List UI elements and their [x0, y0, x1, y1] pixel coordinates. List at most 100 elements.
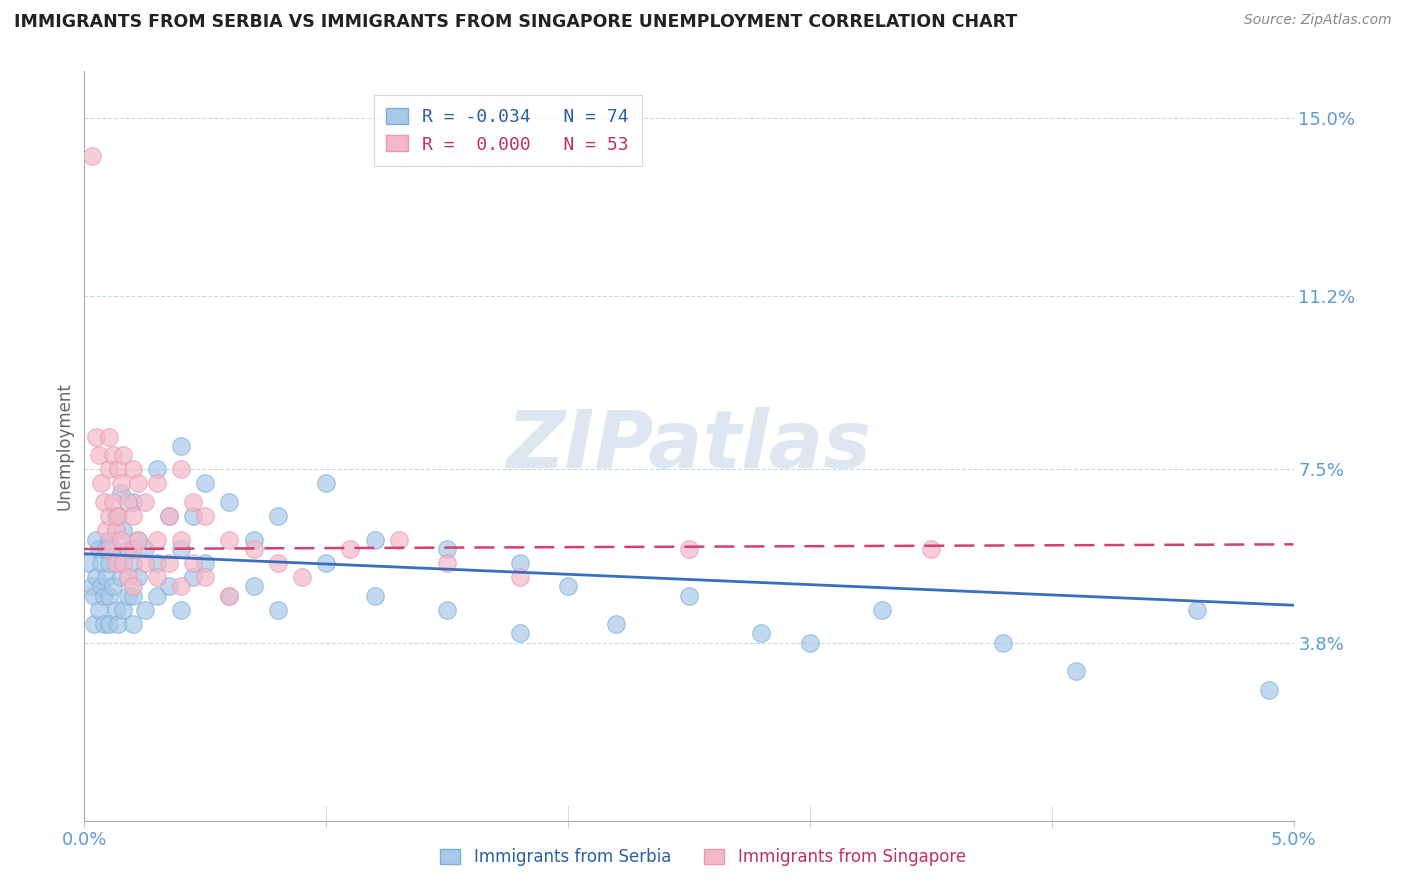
Point: [181, 570, 204, 584]
Point: [97, 462, 120, 476]
Point: [86, 430, 108, 444]
Point: [77, 556, 100, 570]
Point: [509, 570, 531, 584]
Point: [97, 556, 120, 570]
Point: [87, 603, 110, 617]
Point: [267, 603, 290, 617]
Point: [127, 570, 149, 584]
Point: [436, 603, 458, 617]
Point: [157, 509, 180, 524]
Point: [93, 617, 115, 632]
Point: [107, 509, 129, 524]
Point: [146, 476, 169, 491]
Point: [97, 430, 120, 444]
Point: [134, 541, 156, 557]
Point: [218, 533, 240, 547]
Point: [117, 589, 139, 603]
Point: [134, 495, 156, 509]
Point: [97, 589, 120, 603]
Point: [97, 617, 120, 632]
Point: [94, 570, 117, 584]
Point: [291, 570, 314, 584]
Point: [121, 617, 143, 632]
Point: [194, 509, 217, 524]
Point: [127, 476, 149, 491]
Point: [97, 541, 120, 557]
Point: [181, 556, 204, 570]
Point: [181, 509, 204, 524]
Point: [242, 533, 264, 547]
Point: [146, 533, 169, 547]
Point: [104, 556, 127, 570]
Point: [751, 626, 773, 640]
Point: [170, 439, 193, 453]
Text: IMMIGRANTS FROM SERBIA VS IMMIGRANTS FROM SINGAPORE UNEMPLOYMENT CORRELATION CHA: IMMIGRANTS FROM SERBIA VS IMMIGRANTS FRO…: [14, 13, 1018, 31]
Point: [194, 476, 217, 491]
Point: [170, 533, 193, 547]
Point: [112, 523, 135, 537]
Point: [242, 580, 264, 594]
Point: [436, 541, 458, 557]
Point: [86, 570, 108, 584]
Point: [83, 617, 105, 632]
Point: [146, 589, 169, 603]
Point: [157, 556, 180, 570]
Point: [605, 617, 627, 632]
Text: ZIPatlas: ZIPatlas: [506, 407, 872, 485]
Point: [103, 580, 125, 594]
Point: [112, 556, 135, 570]
Point: [218, 589, 240, 603]
Point: [920, 541, 942, 557]
Point: [872, 603, 894, 617]
Point: [509, 626, 531, 640]
Point: [170, 603, 193, 617]
Text: Source: ZipAtlas.com: Source: ZipAtlas.com: [1244, 13, 1392, 28]
Point: [94, 523, 117, 537]
Legend: Immigrants from Serbia, Immigrants from Singapore: Immigrants from Serbia, Immigrants from …: [432, 840, 974, 875]
Point: [107, 617, 129, 632]
Point: [112, 603, 135, 617]
Point: [117, 495, 139, 509]
Point: [121, 580, 143, 594]
Point: [146, 556, 169, 570]
Point: [993, 635, 1015, 649]
Point: [121, 509, 143, 524]
Point: [104, 509, 127, 524]
Point: [218, 495, 240, 509]
Point: [134, 603, 156, 617]
Point: [509, 556, 531, 570]
Point: [80, 580, 103, 594]
Legend: R = -0.034   N = 74, R =  0.000   N = 53: R = -0.034 N = 74, R = 0.000 N = 53: [374, 95, 641, 166]
Point: [87, 449, 110, 463]
Y-axis label: Unemployment: Unemployment: [55, 382, 73, 510]
Point: [146, 570, 169, 584]
Point: [170, 580, 193, 594]
Point: [121, 541, 143, 557]
Point: [110, 485, 132, 500]
Point: [104, 603, 127, 617]
Point: [315, 556, 337, 570]
Point: [363, 589, 385, 603]
Point: [80, 148, 103, 162]
Point: [110, 570, 132, 584]
Point: [557, 580, 579, 594]
Point: [90, 556, 112, 570]
Point: [121, 495, 143, 509]
Point: [103, 541, 125, 557]
Point: [1064, 664, 1087, 678]
Point: [117, 541, 139, 557]
Point: [436, 556, 458, 570]
Point: [363, 533, 385, 547]
Point: [134, 556, 156, 570]
Point: [121, 589, 143, 603]
Point: [86, 533, 108, 547]
Point: [97, 509, 120, 524]
Point: [90, 476, 112, 491]
Point: [157, 580, 180, 594]
Point: [181, 495, 204, 509]
Point: [194, 556, 217, 570]
Point: [110, 533, 132, 547]
Point: [127, 533, 149, 547]
Point: [157, 509, 180, 524]
Point: [112, 449, 135, 463]
